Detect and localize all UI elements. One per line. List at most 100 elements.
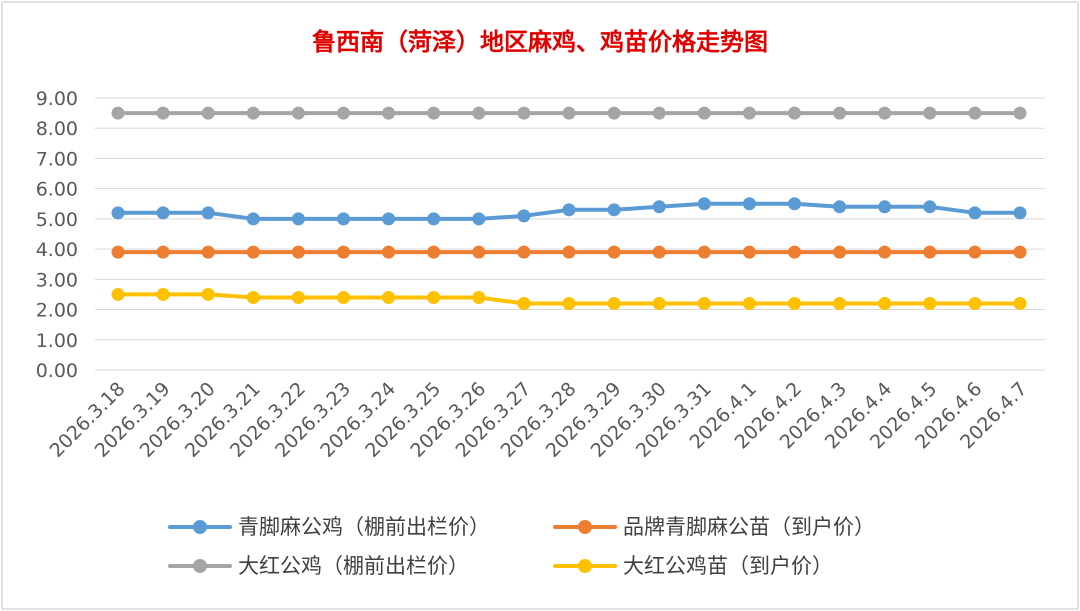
data-point — [472, 245, 486, 259]
legend-label: 青脚麻公鸡（棚前出栏价） — [238, 515, 490, 539]
legend-item: 大红公鸡苗（到户价） — [553, 554, 833, 578]
data-point — [427, 212, 441, 226]
data-point — [337, 290, 350, 304]
data-point — [652, 297, 666, 311]
data-point — [201, 287, 215, 301]
y-tick-label: 0.00 — [36, 360, 78, 382]
data-point — [833, 297, 847, 311]
data-point — [246, 212, 260, 226]
data-point — [156, 106, 170, 120]
data-point — [878, 297, 892, 311]
y-tick-label: 2.00 — [36, 300, 78, 322]
data-point — [833, 245, 847, 259]
data-point — [697, 106, 711, 120]
data-point — [517, 245, 531, 259]
data-point — [878, 106, 892, 120]
data-point — [562, 203, 576, 217]
data-point — [562, 297, 576, 311]
data-point — [517, 209, 531, 223]
data-point — [156, 206, 170, 220]
data-point — [923, 200, 937, 214]
data-point — [607, 297, 621, 311]
data-point — [652, 245, 666, 259]
data-point — [562, 106, 576, 120]
legend-item: 青脚麻公鸡（棚前出栏价） — [168, 515, 490, 539]
data-point — [652, 200, 666, 214]
data-point — [201, 106, 215, 120]
series-2 — [111, 106, 1027, 120]
y-tick-label: 3.00 — [36, 269, 78, 291]
chart-title: 鲁西南（菏泽）地区麻鸡、鸡苗价格走势图 — [312, 27, 768, 56]
data-point — [652, 106, 666, 120]
data-point — [788, 106, 801, 120]
data-point — [742, 245, 756, 259]
legend-label: 品牌青脚麻公苗（到户价） — [623, 515, 875, 539]
data-point — [968, 206, 982, 220]
data-point — [968, 245, 982, 259]
legend: 青脚麻公鸡（棚前出栏价） 品牌青脚麻公苗（到户价） 大红公鸡（棚前出栏价） 大红公鸡苗… — [168, 515, 875, 578]
data-point — [201, 206, 215, 220]
data-point — [742, 297, 756, 311]
data-point — [607, 245, 621, 259]
data-point — [291, 212, 305, 226]
data-point — [562, 245, 576, 259]
data-point — [337, 212, 350, 226]
data-point — [1013, 206, 1027, 220]
data-point — [246, 290, 260, 304]
legend-swatch-marker — [578, 520, 592, 534]
data-point — [382, 106, 396, 120]
data-point — [923, 297, 937, 311]
data-point — [517, 106, 531, 120]
series-0 — [111, 197, 1027, 226]
data-point — [742, 106, 756, 120]
data-point — [427, 106, 441, 120]
data-point — [833, 200, 847, 214]
data-point — [337, 106, 350, 120]
data-point — [111, 287, 125, 301]
data-point — [291, 106, 305, 120]
data-point — [111, 206, 125, 220]
data-point — [697, 245, 711, 259]
series-1 — [111, 245, 1027, 259]
y-tick-label: 6.00 — [36, 179, 78, 201]
y-tick-label: 1.00 — [36, 330, 78, 352]
legend-swatch-marker — [578, 559, 592, 573]
data-point — [382, 212, 396, 226]
data-point — [923, 106, 937, 120]
data-point — [472, 106, 486, 120]
data-point — [156, 245, 170, 259]
data-point — [833, 106, 847, 120]
data-point — [742, 197, 756, 211]
y-tick-label: 7.00 — [36, 148, 78, 170]
y-tick-label: 9.00 — [36, 88, 78, 110]
y-tick-label: 4.00 — [36, 239, 78, 261]
data-point — [697, 297, 711, 311]
data-point — [878, 200, 892, 214]
data-point — [968, 106, 982, 120]
data-point — [337, 245, 350, 259]
data-point — [697, 197, 711, 211]
series-3 — [111, 287, 1027, 311]
data-point — [923, 245, 937, 259]
legend-label: 大红公鸡苗（到户价） — [623, 554, 833, 578]
y-tick-label: 5.00 — [36, 209, 78, 231]
legend-swatch-marker — [193, 559, 207, 573]
data-point — [968, 297, 982, 311]
data-point — [1013, 245, 1027, 259]
data-point — [291, 245, 305, 259]
data-point — [472, 212, 486, 226]
series-lines — [111, 106, 1027, 311]
y-axis-ticks: 0.00 1.00 2.00 3.00 4.00 5.00 6.00 7.00 8.00 9.00 — [36, 88, 78, 382]
data-point — [517, 297, 531, 311]
data-point — [201, 245, 215, 259]
data-point — [607, 106, 621, 120]
data-point — [607, 203, 621, 217]
data-point — [427, 290, 441, 304]
data-point — [1013, 297, 1027, 311]
legend-item: 品牌青脚麻公苗（到户价） — [553, 515, 875, 539]
data-point — [788, 245, 801, 259]
data-point — [246, 106, 260, 120]
data-point — [1013, 106, 1027, 120]
